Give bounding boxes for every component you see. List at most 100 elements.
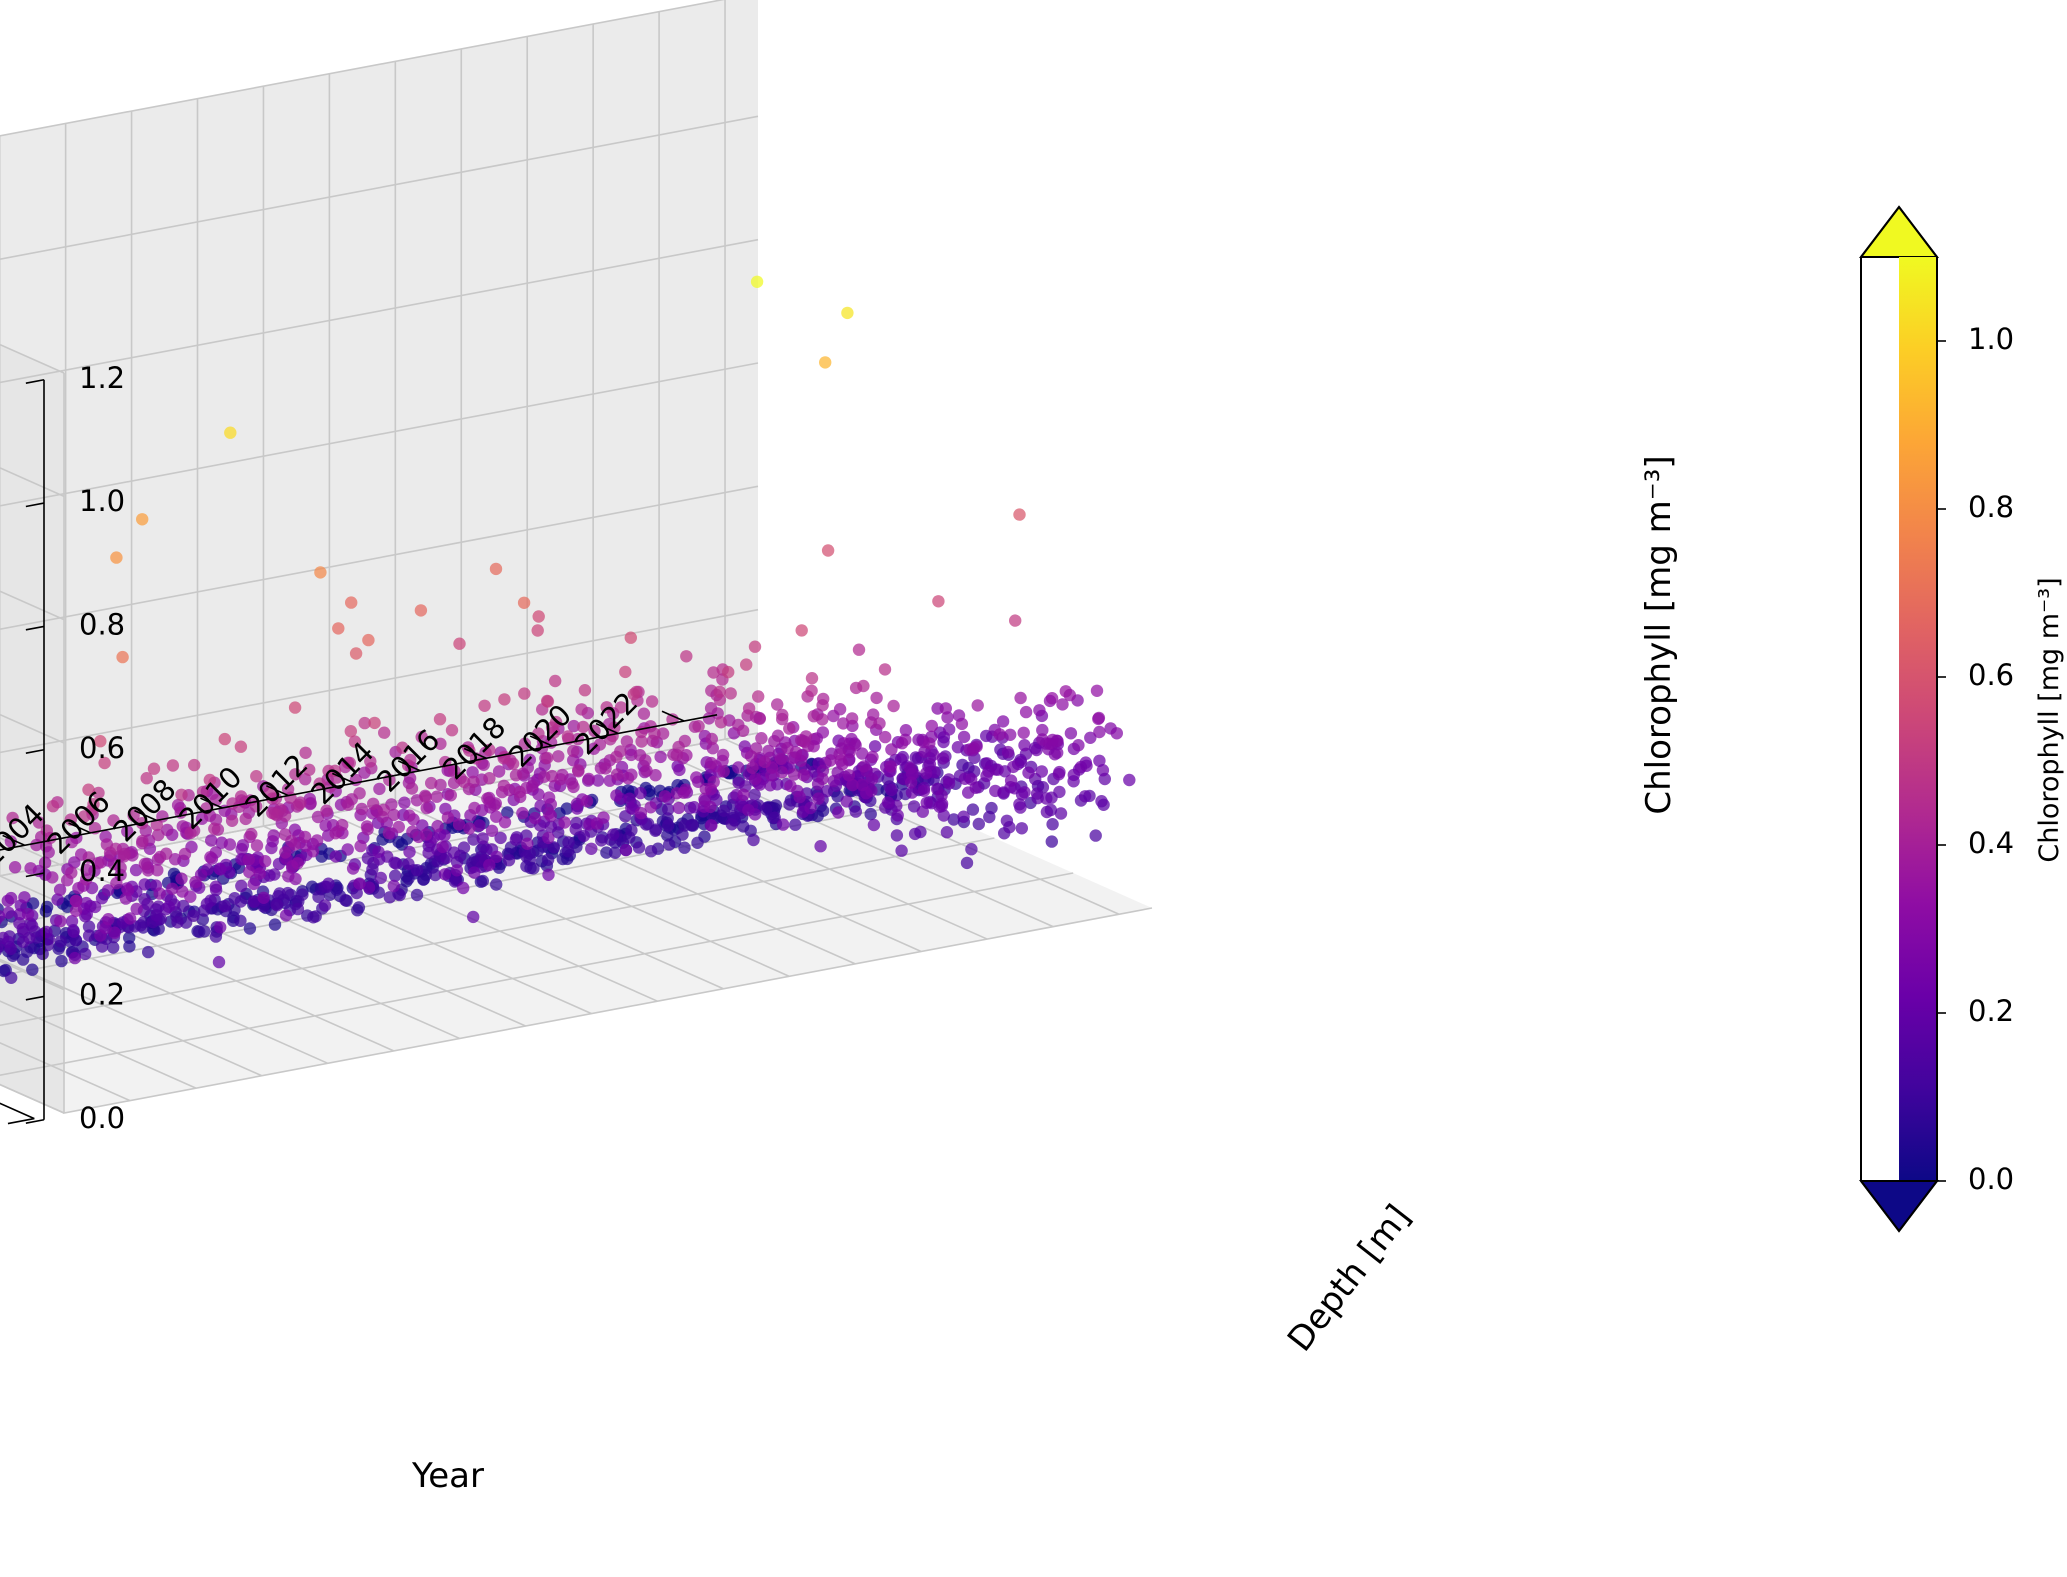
data-point: [518, 737, 532, 750]
data-point: [247, 895, 261, 908]
data-point: [610, 768, 624, 781]
data-point: [402, 872, 415, 885]
data-point: [983, 810, 996, 824]
data-point: [600, 846, 613, 859]
data-point: [1004, 728, 1017, 741]
data-point: [473, 819, 486, 832]
data-point: [561, 845, 575, 858]
data-point: [1045, 835, 1059, 848]
data-point: [339, 894, 352, 907]
colorbar-tick-label: 0.2: [1968, 994, 2014, 1028]
z-tick-label: 0.2: [79, 977, 125, 1011]
data-point: [663, 838, 676, 851]
data-point: [1093, 754, 1106, 767]
data-point: [218, 732, 231, 746]
data-point: [121, 825, 134, 838]
data-point: [841, 306, 854, 320]
data-point: [65, 835, 79, 849]
data-point: [250, 770, 263, 783]
data-point: [417, 873, 430, 886]
data-point: [644, 801, 657, 814]
data-point: [463, 822, 476, 835]
data-point: [188, 758, 201, 772]
data-point: [395, 838, 409, 851]
axis-panes: [0, 0, 1152, 1113]
data-point: [40, 925, 53, 939]
data-point: [17, 935, 30, 948]
gridline-chl: [0, 238, 759, 621]
data-point: [1052, 768, 1066, 781]
data-point: [436, 840, 449, 854]
data-point: [916, 805, 929, 818]
data-point: [1089, 829, 1102, 842]
data-point: [939, 702, 952, 715]
data-point: [64, 813, 78, 826]
data-point: [92, 786, 105, 800]
data-point: [542, 868, 555, 881]
data-point: [161, 823, 174, 837]
data-point: [607, 828, 620, 841]
data-point: [833, 748, 846, 761]
data-point: [966, 803, 980, 816]
z-tick-label: 0.4: [79, 854, 125, 888]
data-point: [794, 754, 807, 767]
data-point: [91, 857, 105, 870]
data-point: [235, 879, 248, 893]
data-point: [402, 857, 415, 871]
data-point: [619, 843, 633, 857]
data-point: [1084, 731, 1097, 744]
data-point: [937, 735, 950, 749]
colorbar-body: [1899, 257, 1937, 1181]
data-point: [151, 864, 164, 877]
data-point: [561, 730, 575, 743]
data-point: [444, 789, 457, 802]
data-point: [868, 740, 882, 753]
data-point: [364, 755, 377, 768]
data-point: [549, 674, 562, 688]
data-point: [383, 891, 396, 904]
data-point: [348, 735, 362, 748]
data-point: [635, 735, 648, 748]
data-point: [329, 827, 342, 840]
y-axis-label: Depth [m]: [1280, 1197, 1419, 1359]
data-point: [857, 760, 871, 773]
data-point: [532, 727, 545, 740]
data-point: [372, 845, 385, 859]
data-point: [319, 819, 332, 832]
data-point: [142, 945, 155, 959]
data-point: [989, 784, 1002, 798]
data-point: [805, 684, 818, 697]
data-point: [318, 899, 332, 912]
data-point: [864, 807, 877, 821]
data-point: [483, 743, 496, 757]
data-point: [483, 772, 496, 785]
data-point: [457, 881, 470, 895]
data-point: [138, 857, 152, 871]
data-point: [1110, 727, 1124, 740]
data-point: [705, 732, 718, 746]
data-point: [21, 907, 35, 921]
data-point: [1033, 704, 1046, 717]
data-point: [849, 805, 862, 818]
data-point: [776, 708, 789, 722]
data-point: [150, 909, 163, 922]
data-point: [26, 963, 39, 976]
data-point: [805, 672, 819, 685]
data-point: [123, 940, 136, 953]
data-point: [320, 804, 333, 817]
x-tick-mark: [397, 760, 421, 772]
data-point: [134, 919, 147, 932]
data-point: [1030, 743, 1043, 757]
data-point: [422, 846, 435, 860]
data-point: [69, 894, 82, 908]
data-point: [414, 604, 428, 617]
data-point: [567, 719, 580, 733]
data-point: [483, 858, 496, 872]
data-point: [278, 828, 292, 841]
data-point: [717, 804, 730, 817]
data-point: [362, 633, 375, 647]
data-points: [0, 275, 1136, 984]
data-point: [846, 778, 859, 792]
data-point: [457, 775, 471, 789]
colorbar-tick-label: 0.6: [1968, 658, 2014, 692]
